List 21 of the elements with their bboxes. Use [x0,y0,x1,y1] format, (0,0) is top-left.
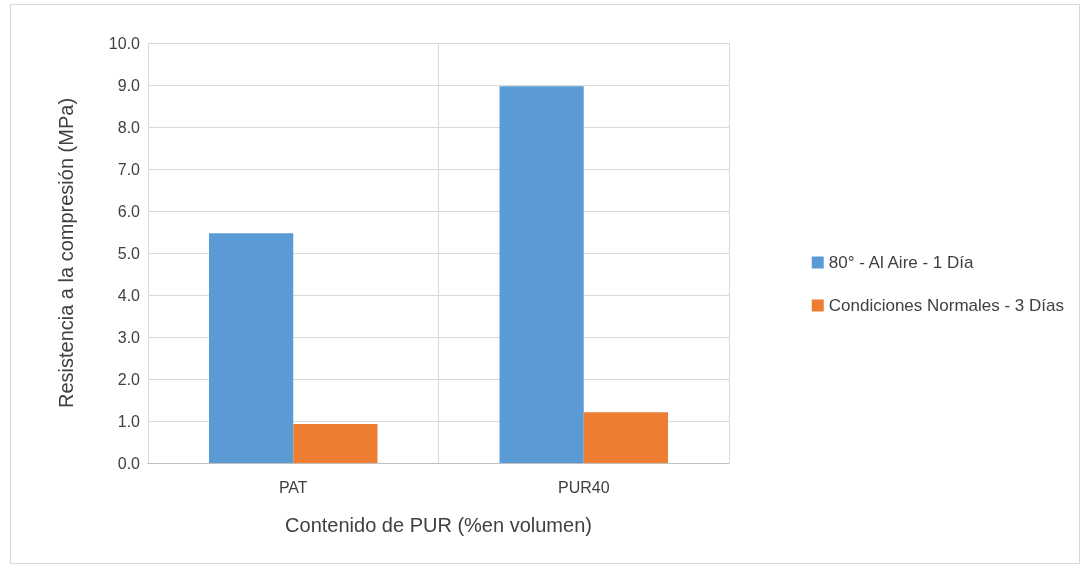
y-tick-label: 5.0 [117,244,141,262]
bar [583,412,668,463]
y-tick-label: 3.0 [117,328,141,346]
y-tick-label: 8.0 [117,118,141,136]
bar [293,423,378,463]
y-axis-title: Resistencia a la compresión (MPa) [55,97,77,409]
x-tick-label: PAT [278,478,308,496]
y-tick-label: 1.0 [117,412,141,430]
x-axis-title: Contenido de PUR (%en volumen) [285,514,592,536]
x-tick-label: PUR40 [557,478,610,496]
y-tick-label: 10.0 [108,34,141,52]
y-tick-label: 0.0 [117,454,141,472]
y-tick-label: 2.0 [117,370,141,388]
legend-label: Condiciones Normales - 3 Días [828,296,1064,315]
y-tick-label: 6.0 [117,202,141,220]
bar [499,86,584,463]
y-tick-label: 4.0 [117,286,141,304]
legend-label: 80° - Al Aire - 1 Día [828,253,975,272]
bar [209,233,294,463]
y-tick-label: 9.0 [117,76,141,94]
y-tick-label: 7.0 [117,160,141,178]
